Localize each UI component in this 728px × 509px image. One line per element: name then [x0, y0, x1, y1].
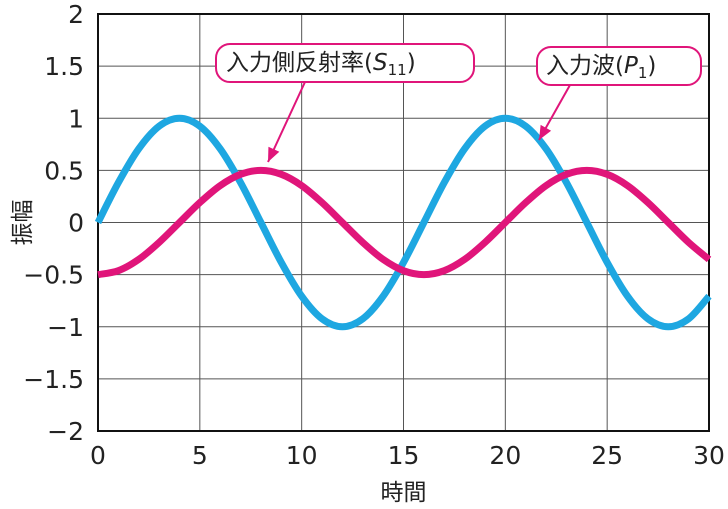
callout-label: 入力側反射率(S11)	[226, 50, 416, 79]
callout-reflection: 入力側反射率(S11)	[215, 43, 475, 163]
x-tick-label: 20	[489, 441, 521, 470]
x-tick-label: 0	[90, 441, 106, 470]
callout-arrowhead	[268, 146, 280, 162]
x-tick-label: 5	[192, 441, 208, 470]
callout-box	[536, 46, 702, 86]
y-tick-label: −2	[47, 417, 84, 446]
x-axis-label: 時間	[381, 480, 427, 506]
series-line-reflection	[97, 166, 712, 279]
series-lines	[94, 114, 712, 331]
callout-box	[215, 43, 475, 83]
y-tick-label: 2	[68, 0, 84, 29]
x-tick-label: 10	[286, 441, 318, 470]
callout-leader-line	[267, 81, 306, 163]
y-tick-label: 0	[68, 209, 84, 238]
callout-input-wave: 入力波(P1)	[536, 46, 702, 141]
callout-arrowhead	[539, 124, 552, 140]
series-line-input-wave	[94, 114, 712, 331]
y-tick-labels: 2 1.5 1 0.5 0 −0.5 −1 −1.5 −2	[23, 0, 84, 446]
x-tick-label: 15	[388, 441, 420, 470]
y-tick-label: 1	[68, 104, 84, 133]
x-tick-label: 25	[591, 441, 623, 470]
y-tick-label: 0.5	[44, 156, 84, 185]
callouts: 入力側反射率(S11) 入力波(P1)	[215, 43, 702, 163]
y-tick-label: −0.5	[23, 261, 84, 290]
y-tick-label: 1.5	[44, 52, 84, 81]
y-tick-label: −1.5	[23, 365, 84, 394]
callout-label: 入力波(P1)	[546, 53, 656, 82]
x-tick-labels: 0 5 10 15 20 25 30	[90, 441, 725, 470]
y-axis-label: 振幅	[10, 200, 36, 246]
x-tick-label: 30	[693, 441, 725, 470]
y-tick-label: −1	[47, 313, 84, 342]
